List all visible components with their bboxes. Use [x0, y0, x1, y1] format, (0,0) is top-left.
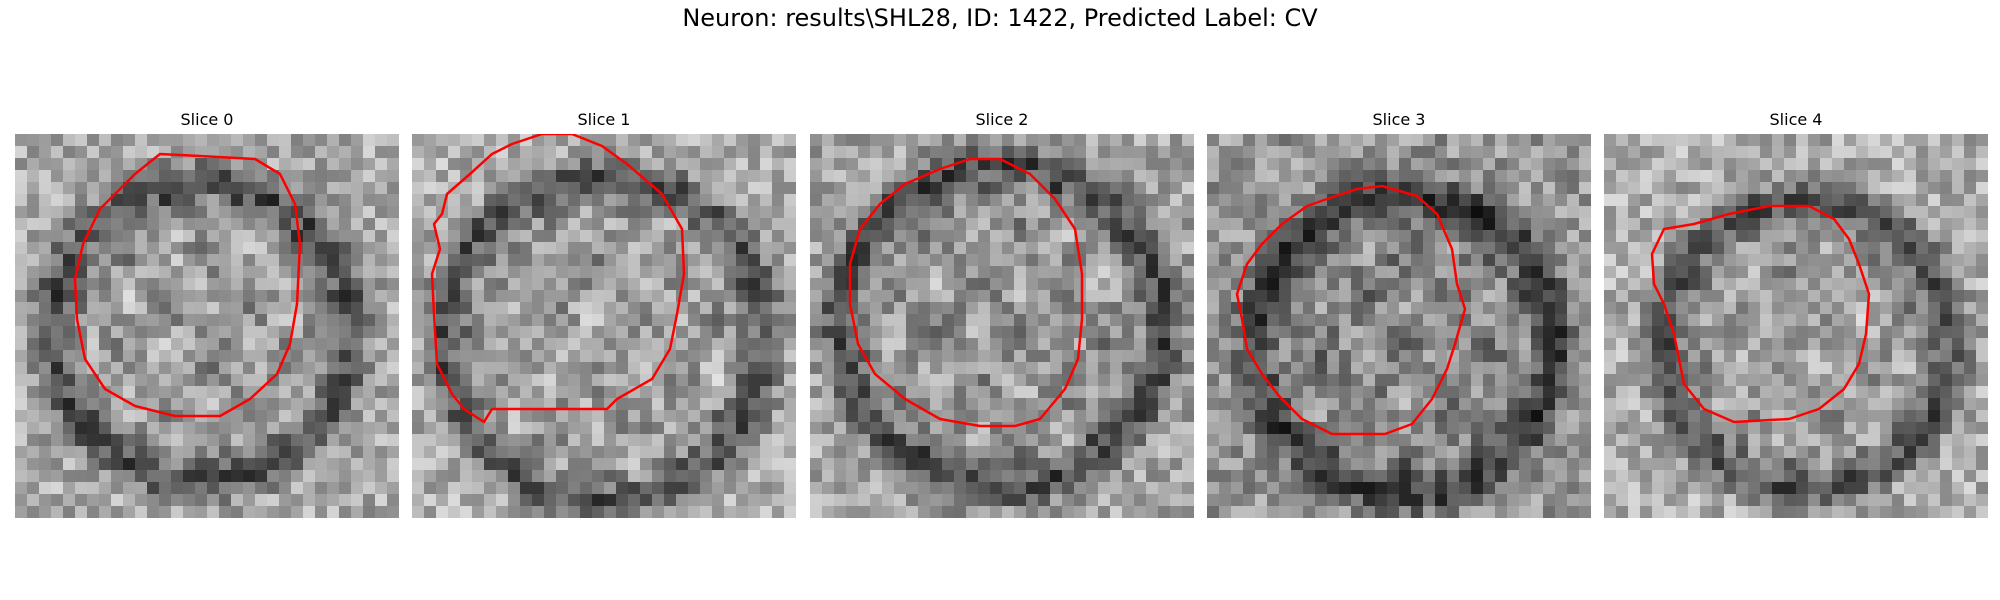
- slice-title-1: Slice 1: [577, 110, 631, 129]
- contour-outline-3: [1235, 184, 1467, 436]
- slice-panel-1: Slice 1: [412, 108, 796, 518]
- slice-panel-2: Slice 2: [810, 108, 1194, 518]
- slice-title-0: Slice 0: [180, 110, 234, 129]
- slice-panel-3: Slice 3: [1207, 108, 1591, 518]
- contour-outline-2: [848, 157, 1084, 428]
- slice-title-2: Slice 2: [975, 110, 1029, 129]
- slice-image-0: [15, 134, 399, 518]
- contour-outline-0: [73, 152, 302, 418]
- slice-title-3: Slice 3: [1372, 110, 1426, 129]
- contour-outline-4: [1650, 204, 1871, 424]
- slice-image-4: [1604, 134, 1988, 518]
- slice-image-1: [412, 134, 796, 518]
- slice-title-4: Slice 4: [1769, 110, 1823, 129]
- slice-image-2: [810, 134, 1194, 518]
- slice-image-3: [1207, 134, 1591, 518]
- contour-outline-1: [430, 134, 686, 424]
- slice-panel-4: Slice 4: [1604, 108, 1988, 518]
- slice-panel-0: Slice 0: [15, 108, 399, 518]
- figure-title: Neuron: results\SHL28, ID: 1422, Predict…: [682, 4, 1318, 32]
